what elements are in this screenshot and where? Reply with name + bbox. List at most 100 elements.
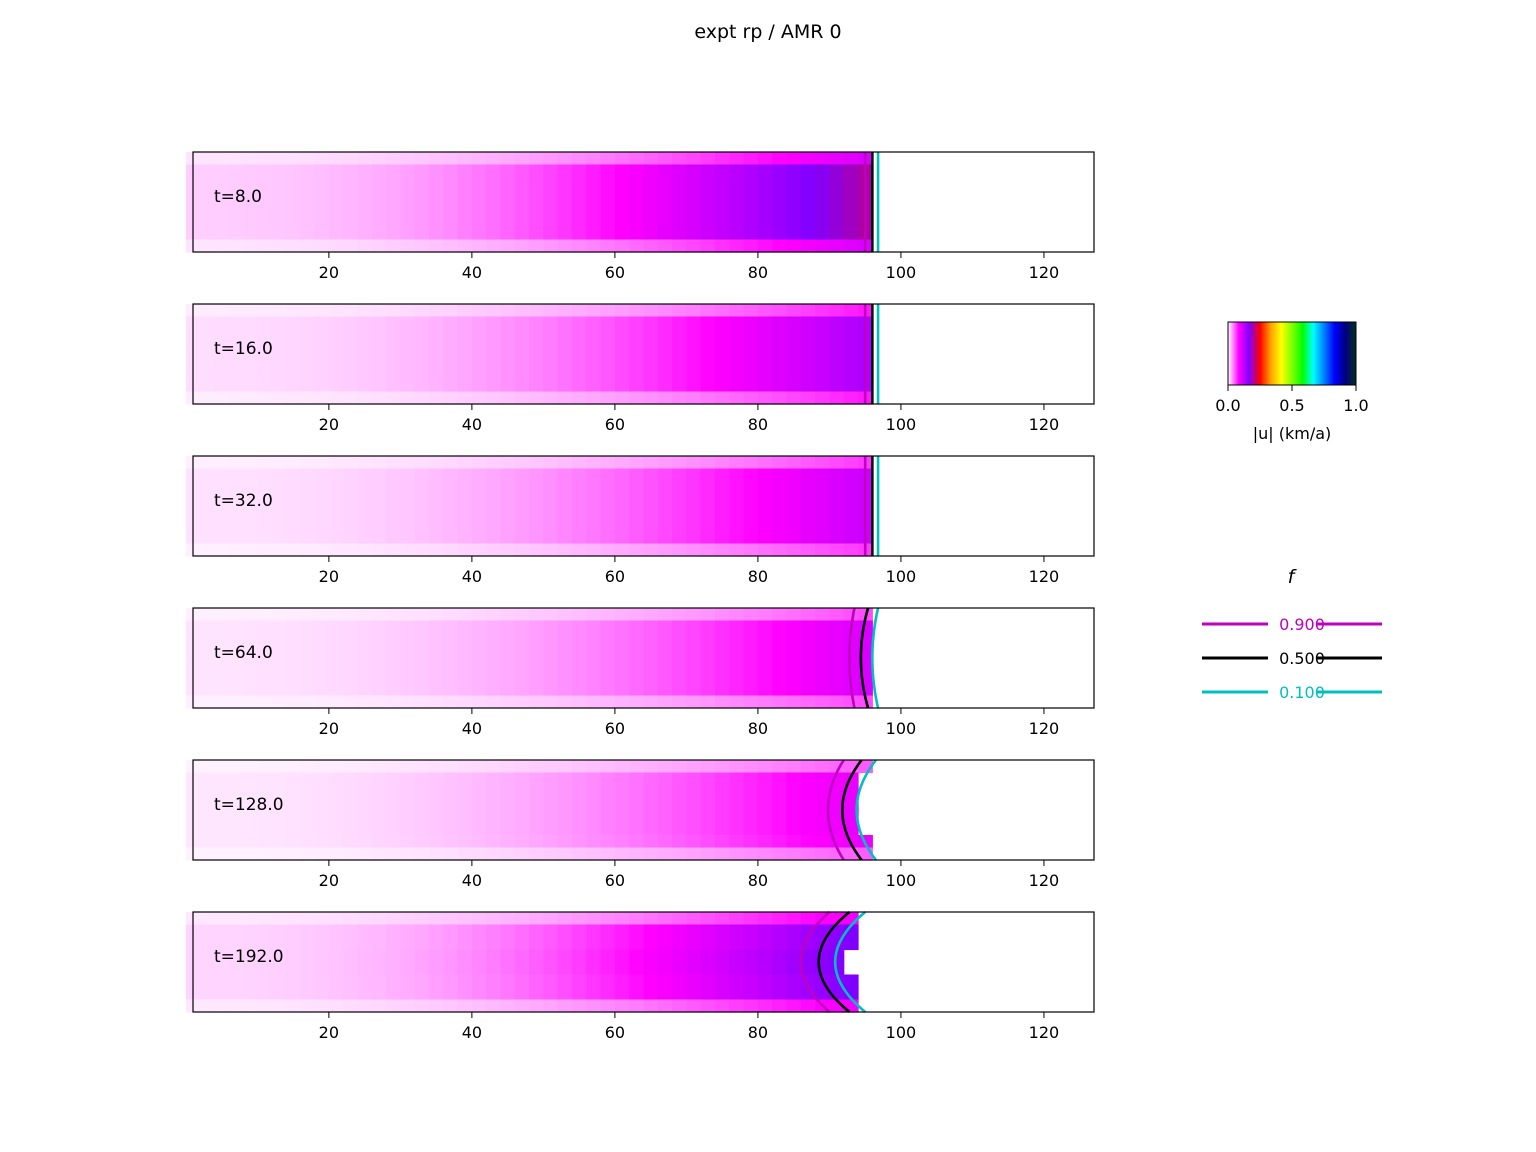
heatmap-cell [700,164,716,178]
heatmap-cell [543,620,559,634]
heatmap-cell [715,974,730,988]
heatmap-cell [786,239,802,253]
heatmap-cell [400,518,416,532]
heatmap-cell [829,366,845,380]
heatmap-cell [414,177,430,191]
heatmap-cell [843,481,859,495]
heatmap-cell [829,304,845,318]
heatmap-cell [686,366,702,380]
heatmap-cell [772,772,788,786]
heatmap-cell [428,543,444,557]
heatmap-cell [471,658,487,672]
heatmap-cell [328,354,344,368]
heatmap-cell [228,772,244,786]
heatmap-cell [543,366,559,380]
heatmap-cell [371,760,387,774]
heatmap-cell [400,633,416,647]
heatmap-cell [486,658,502,672]
heatmap-cell [643,670,659,684]
heatmap-cell [200,202,216,216]
heatmap-cell [314,227,330,241]
heatmap-cell [571,987,587,1001]
heatmap-cell [271,962,287,976]
heatmap-cell [772,912,788,926]
heatmap-cell [500,683,516,697]
heatmap-cell [672,481,687,495]
heatmap-cell [715,506,730,520]
heatmap-cell [257,987,273,1001]
heatmap-cell [614,543,630,557]
heatmap-cell [672,227,687,241]
heatmap-cell [243,341,258,355]
heatmap-cell [543,924,559,938]
heatmap-cell [300,189,316,203]
heatmap-cell [371,785,387,799]
heatmap-cell [386,227,401,241]
heatmap-cell [271,608,287,622]
heatmap-cell [729,531,745,545]
heatmap-cell [328,847,344,861]
heatmap-cell [228,987,244,1001]
x-tick-label: 80 [748,415,768,434]
heatmap-cell [729,835,745,849]
heatmap-cell [629,239,645,253]
heatmap-cell [657,543,673,557]
heatmap-cell [729,987,745,1001]
heatmap-cell [457,329,473,343]
heatmap-cell [729,543,745,557]
heatmap-cell [357,152,373,166]
contours [863,152,880,252]
heatmap-cell [715,239,730,253]
heatmap-cell [371,366,387,380]
heatmap-cell [228,518,244,532]
heatmap-cell [786,354,802,368]
legend-entry: 0.100 [1202,683,1382,702]
heatmap-cell [815,785,831,799]
heatmap-cell [443,797,459,811]
heatmap-cell [257,810,273,824]
heatmap-cell [457,366,473,380]
heatmap-cell [328,316,344,330]
heatmap-cell [300,962,316,976]
heatmap-cell [643,822,659,836]
heatmap-cell [800,366,816,380]
heatmap-cell [543,316,559,330]
heatmap-cell [200,645,216,659]
heatmap-cell [757,822,773,836]
heatmap-cell [257,468,273,482]
heatmap-cell [486,835,502,849]
heatmap-cell [214,354,230,368]
heatmap-cell [686,924,702,938]
heatmap-cell [629,645,645,659]
heatmap-cell [543,912,559,926]
heatmap-cell [757,658,773,672]
x-tick-label: 60 [605,871,625,890]
heatmap-cell [285,987,301,1001]
x-axis: 20 40 60 80 100 120 [319,708,1059,738]
panel-frame [192,455,1095,557]
heatmap-cell [543,645,559,659]
heatmap-cell [600,202,616,216]
heatmap-cell [357,177,373,191]
heatmap-cell [257,608,273,622]
heatmap-cell [285,949,301,963]
heatmap-cell [200,189,216,203]
heatmap-cell [729,822,745,836]
heatmap-cell [743,531,759,545]
heatmap-cell [829,227,845,241]
heatmap-cell [843,937,859,951]
heatmap-cell [428,670,444,684]
heatmap-cell [757,633,773,647]
heatmap-cell [400,658,416,672]
heatmap-cell [529,366,544,380]
heatmap-cell [243,785,258,799]
heatmap-cell [657,214,673,228]
heatmap-cell [486,810,502,824]
heatmap-cell [471,924,487,938]
heatmap-cell [629,987,645,1001]
heatmap-cell [285,645,301,659]
heatmap-cell [400,379,416,393]
heatmap-cell [786,658,802,672]
heatmap-cell [314,164,330,178]
heatmap-cell [557,354,573,368]
